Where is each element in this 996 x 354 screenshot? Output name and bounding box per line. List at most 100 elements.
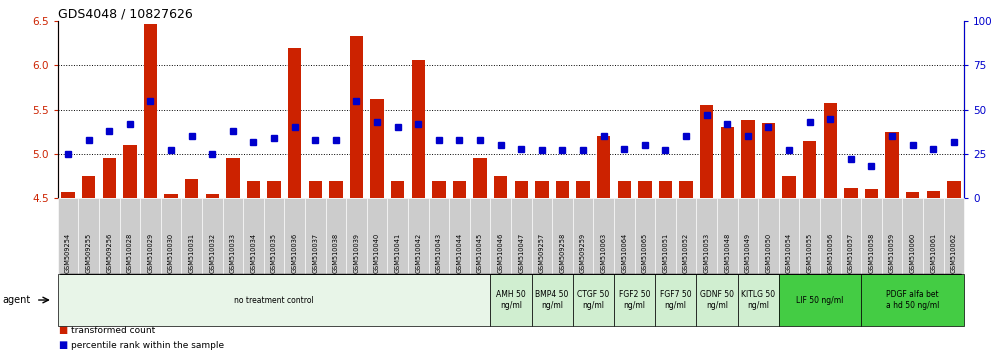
Bar: [143, 24, 157, 198]
Text: ■: ■: [58, 341, 67, 350]
Text: GSM510057: GSM510057: [848, 232, 854, 273]
Text: GSM510035: GSM510035: [271, 233, 277, 273]
Bar: [247, 181, 260, 198]
Text: GSM510058: GSM510058: [869, 232, 874, 273]
Text: GSM510038: GSM510038: [333, 233, 339, 273]
Bar: [885, 132, 898, 198]
Text: no treatment control: no treatment control: [234, 296, 314, 304]
Text: GSM510064: GSM510064: [622, 232, 627, 273]
Text: GDS4048 / 10827626: GDS4048 / 10827626: [58, 7, 192, 20]
Bar: [679, 181, 693, 198]
Bar: [371, 99, 383, 198]
Text: CTGF 50
ng/ml: CTGF 50 ng/ml: [578, 290, 610, 310]
Bar: [906, 192, 919, 198]
Text: GSM509254: GSM509254: [65, 232, 71, 273]
Bar: [185, 179, 198, 198]
Bar: [226, 159, 240, 198]
Bar: [762, 123, 775, 198]
Text: GSM510028: GSM510028: [126, 232, 132, 273]
Text: GSM509255: GSM509255: [86, 232, 92, 273]
Bar: [803, 141, 817, 198]
Bar: [658, 181, 672, 198]
Text: GSM510042: GSM510042: [415, 232, 421, 273]
Bar: [782, 176, 796, 198]
Bar: [309, 181, 322, 198]
Text: AMH 50
ng/ml: AMH 50 ng/ml: [496, 290, 526, 310]
Bar: [700, 105, 713, 198]
Text: GSM509256: GSM509256: [107, 232, 113, 273]
Text: GSM510060: GSM510060: [909, 232, 915, 273]
Text: percentile rank within the sample: percentile rank within the sample: [71, 342, 224, 350]
Text: GSM510040: GSM510040: [374, 232, 380, 273]
Text: GSM510044: GSM510044: [456, 232, 462, 273]
Text: FGF7 50
ng/ml: FGF7 50 ng/ml: [660, 290, 691, 310]
Bar: [535, 181, 549, 198]
Text: GSM510051: GSM510051: [662, 233, 668, 273]
Bar: [391, 181, 404, 198]
Bar: [638, 181, 651, 198]
Bar: [453, 181, 466, 198]
Bar: [947, 181, 960, 198]
Bar: [556, 181, 569, 198]
Text: LIF 50 ng/ml: LIF 50 ng/ml: [796, 296, 844, 304]
Bar: [329, 181, 343, 198]
Bar: [103, 159, 116, 198]
Bar: [515, 181, 528, 198]
Text: GSM510052: GSM510052: [683, 232, 689, 273]
Text: GSM510031: GSM510031: [188, 233, 194, 273]
Bar: [473, 159, 487, 198]
Text: KITLG 50
ng/ml: KITLG 50 ng/ml: [741, 290, 775, 310]
Bar: [267, 181, 281, 198]
Text: GSM509258: GSM509258: [560, 232, 566, 273]
Bar: [926, 191, 940, 198]
Bar: [205, 194, 219, 198]
Text: GSM510032: GSM510032: [209, 233, 215, 273]
Text: GSM510036: GSM510036: [292, 233, 298, 273]
Text: GSM510033: GSM510033: [230, 233, 236, 273]
Text: GSM510065: GSM510065: [641, 232, 647, 273]
Text: GDNF 50
ng/ml: GDNF 50 ng/ml: [700, 290, 734, 310]
Text: GSM510059: GSM510059: [889, 233, 895, 273]
Text: GSM510039: GSM510039: [354, 233, 360, 273]
Text: GSM510061: GSM510061: [930, 233, 936, 273]
Text: GSM510049: GSM510049: [745, 233, 751, 273]
Text: GSM510054: GSM510054: [786, 232, 792, 273]
Text: GSM510046: GSM510046: [498, 232, 504, 273]
Text: GSM510062: GSM510062: [951, 232, 957, 273]
Bar: [720, 127, 734, 198]
Text: GSM509257: GSM509257: [539, 232, 545, 273]
Bar: [82, 176, 96, 198]
Bar: [597, 136, 611, 198]
Bar: [741, 120, 755, 198]
Bar: [432, 181, 445, 198]
Bar: [577, 181, 590, 198]
Text: GSM510048: GSM510048: [724, 232, 730, 273]
Text: GSM509259: GSM509259: [580, 233, 586, 273]
Bar: [62, 192, 75, 198]
Text: GSM510029: GSM510029: [147, 233, 153, 273]
Text: GSM510056: GSM510056: [828, 232, 834, 273]
Text: GSM510043: GSM510043: [436, 233, 442, 273]
Text: PDGF alfa bet
a hd 50 ng/ml: PDGF alfa bet a hd 50 ng/ml: [886, 290, 939, 310]
Bar: [288, 48, 302, 198]
Text: GSM510050: GSM510050: [766, 232, 772, 273]
Text: GSM510063: GSM510063: [601, 233, 607, 273]
Text: transformed count: transformed count: [71, 326, 155, 335]
Bar: [824, 103, 837, 198]
Text: agent: agent: [2, 295, 30, 305]
Bar: [494, 176, 507, 198]
Text: GSM510037: GSM510037: [313, 233, 319, 273]
Text: GSM510030: GSM510030: [168, 233, 174, 273]
Text: GSM510055: GSM510055: [807, 232, 813, 273]
Bar: [845, 188, 858, 198]
Text: FGF2 50
ng/ml: FGF2 50 ng/ml: [619, 290, 650, 310]
Bar: [124, 145, 136, 198]
Text: GSM510047: GSM510047: [518, 232, 524, 273]
Bar: [350, 36, 364, 198]
Bar: [411, 60, 425, 198]
Text: BMP4 50
ng/ml: BMP4 50 ng/ml: [536, 290, 569, 310]
Bar: [164, 194, 177, 198]
Bar: [865, 189, 878, 198]
Bar: [618, 181, 630, 198]
Text: GSM510053: GSM510053: [703, 233, 709, 273]
